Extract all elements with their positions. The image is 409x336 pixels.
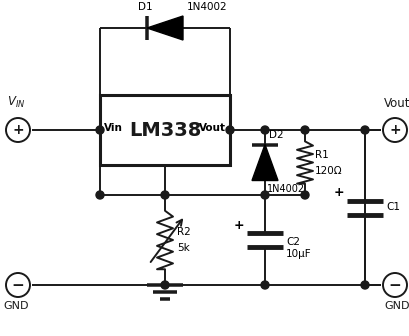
Circle shape — [383, 273, 407, 297]
Circle shape — [361, 126, 369, 134]
Circle shape — [301, 126, 309, 134]
Circle shape — [261, 281, 269, 289]
Text: D2: D2 — [269, 130, 283, 140]
Text: GND: GND — [384, 301, 409, 311]
Text: 10μF: 10μF — [286, 249, 312, 259]
Text: C2: C2 — [286, 237, 300, 247]
Circle shape — [161, 281, 169, 289]
Circle shape — [383, 118, 407, 142]
Text: +: + — [234, 219, 244, 232]
Text: D1: D1 — [138, 2, 152, 12]
Polygon shape — [252, 144, 278, 180]
Circle shape — [96, 126, 104, 134]
Bar — [100, 95, 230, 165]
Text: GND: GND — [3, 301, 29, 311]
Text: −: − — [389, 278, 401, 293]
Text: +: + — [389, 123, 401, 137]
Polygon shape — [147, 16, 183, 40]
Text: Vout: Vout — [199, 123, 226, 133]
Text: R2: R2 — [177, 227, 191, 237]
Text: Vin: Vin — [104, 123, 123, 133]
Circle shape — [6, 273, 30, 297]
Circle shape — [96, 191, 104, 199]
Circle shape — [261, 126, 269, 134]
Text: $V_{IN}$: $V_{IN}$ — [7, 95, 25, 110]
Text: R1: R1 — [315, 150, 329, 160]
Text: Vout: Vout — [384, 97, 409, 110]
Text: 1N4002: 1N4002 — [267, 184, 305, 195]
Circle shape — [226, 126, 234, 134]
Text: LM338: LM338 — [129, 121, 201, 139]
Text: 1N4002: 1N4002 — [187, 2, 228, 12]
Text: 5k: 5k — [177, 243, 190, 253]
Text: C1: C1 — [386, 203, 400, 212]
Circle shape — [161, 191, 169, 199]
Circle shape — [6, 118, 30, 142]
Text: +: + — [333, 186, 344, 200]
Circle shape — [261, 191, 269, 199]
Text: +: + — [12, 123, 24, 137]
Text: 120Ω: 120Ω — [315, 166, 343, 175]
Text: −: − — [11, 278, 25, 293]
Circle shape — [301, 191, 309, 199]
Circle shape — [361, 281, 369, 289]
